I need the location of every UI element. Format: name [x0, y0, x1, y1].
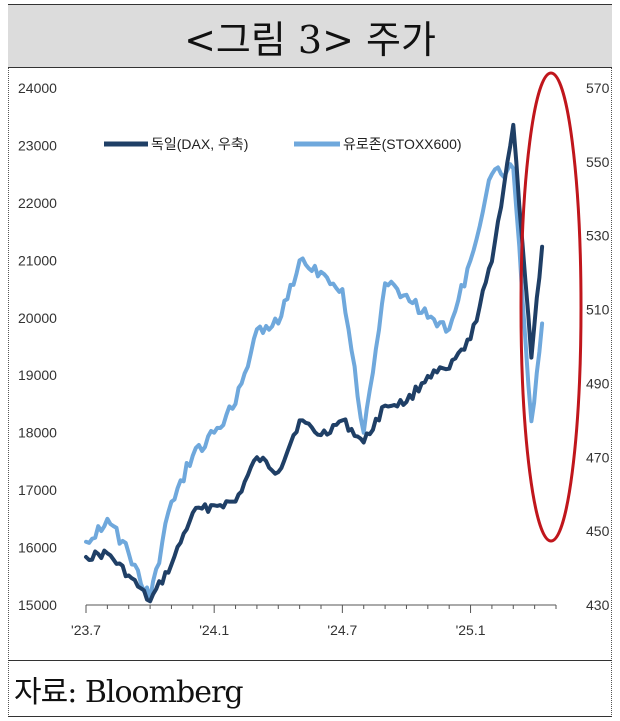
x-tick-label: '23.7 [71, 622, 101, 638]
y-left-tick-label: 16000 [18, 540, 57, 556]
legend-label-stoxx600: 유로존(STOXX600) [343, 136, 462, 152]
x-tick-label: '24.1 [199, 622, 229, 638]
y-left-tick-label: 19000 [18, 367, 57, 383]
y-left-tick-label: 15000 [18, 597, 57, 613]
y-left-tick-label: 24000 [18, 80, 57, 96]
y-right-tick-label: 550 [586, 154, 610, 170]
y-left-tick-label: 21000 [18, 252, 57, 268]
figure-frame [8, 4, 612, 717]
y-left-tick-label: 23000 [18, 137, 57, 153]
y-right-tick-label: 430 [586, 597, 610, 613]
series-line-stoxx600 [84, 162, 545, 602]
y-right-tick-label: 570 [586, 80, 610, 96]
y-right-tick-label: 490 [586, 375, 610, 391]
y-left-tick-label: 20000 [18, 310, 57, 326]
y-left-tick-label: 18000 [18, 425, 57, 441]
source-note: 자료: Bloomberg [8, 660, 612, 717]
y-right-tick-label: 450 [586, 523, 610, 539]
y-left-tick-label: 22000 [18, 195, 57, 211]
y-right-tick-label: 530 [586, 228, 610, 244]
x-tick-label: '25.1 [456, 622, 486, 638]
figure-title-bar: <그림 3> 주가 [8, 4, 612, 68]
x-tick-label: '24.7 [327, 622, 357, 638]
figure-title: <그림 3> 주가 [184, 17, 436, 62]
y-left-tick-label: 17000 [18, 482, 57, 498]
y-right-tick-label: 470 [586, 449, 610, 465]
y-right-tick-label: 510 [586, 302, 610, 318]
stock-chart: 15000 16000 17000 18000 19000 20000 21000 22000… [18, 71, 610, 638]
legend-label-dax: 독일(DAX, 우축) [151, 136, 248, 152]
series-line-dax [84, 122, 545, 604]
source-text: 자료: Bloomberg [14, 674, 244, 710]
chart-area: 15000 16000 17000 18000 19000 20000 21000 22000… [8, 68, 612, 660]
highlight-ellipse [519, 71, 583, 543]
